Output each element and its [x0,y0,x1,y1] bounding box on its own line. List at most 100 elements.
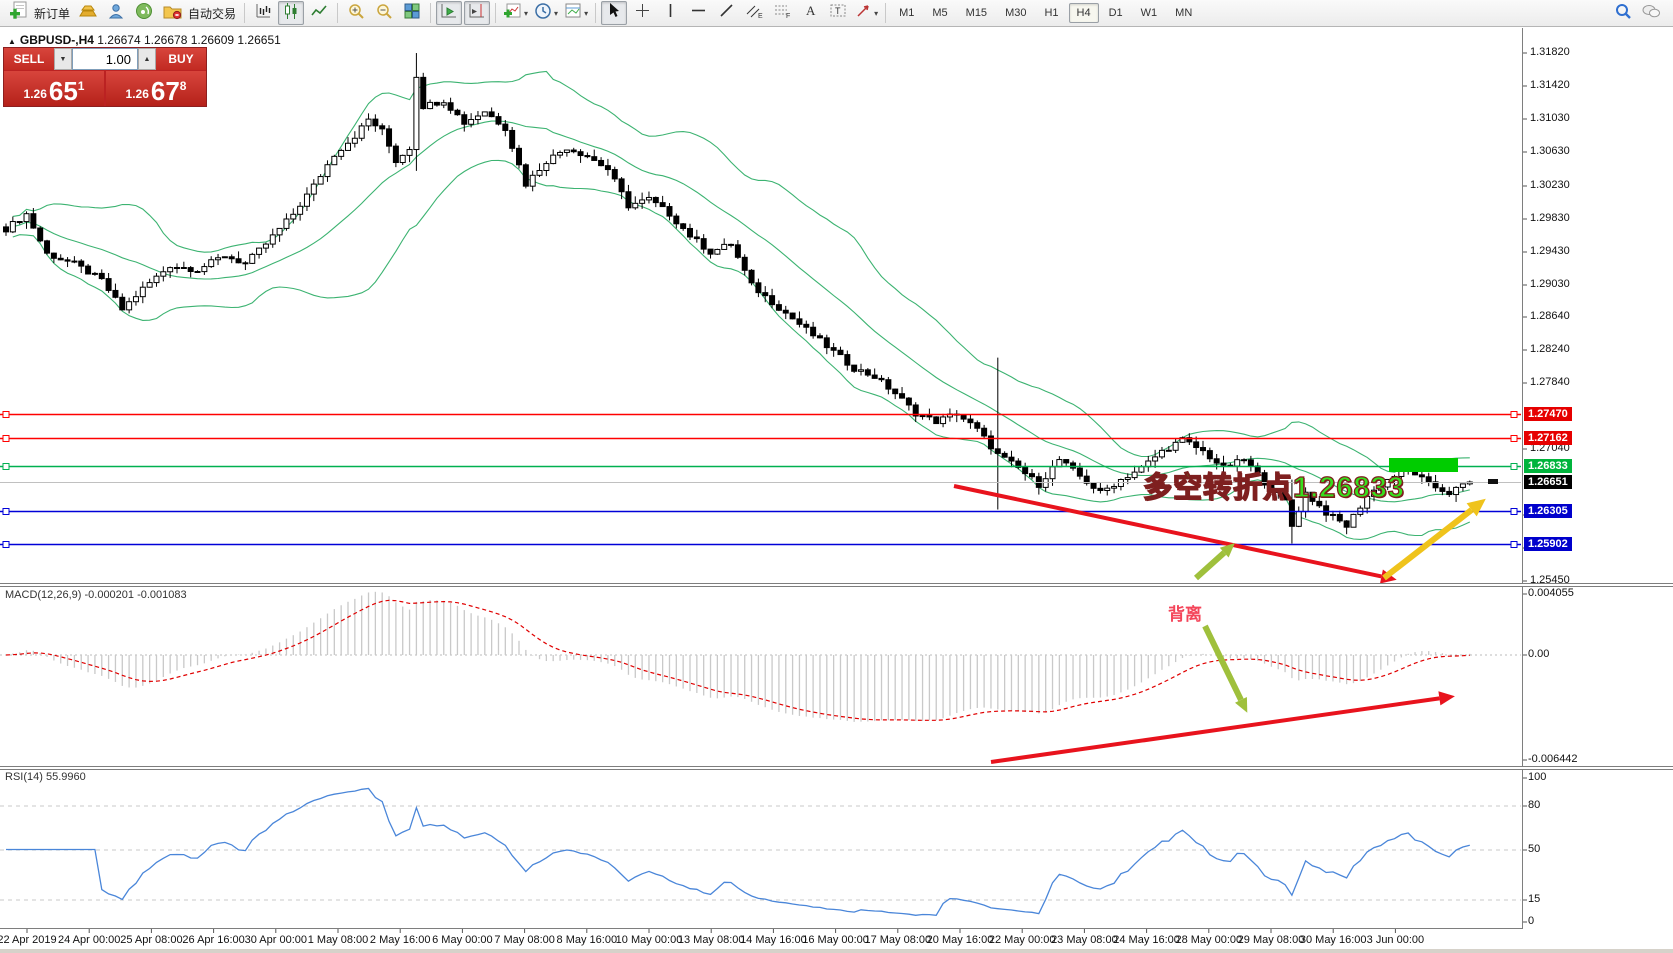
autotrade-button[interactable] [159,1,185,25]
periods-icon [534,2,552,25]
breakout-yellow-arrow-head[interactable] [1466,498,1486,517]
timeframe-h1-button[interactable]: H1 [1044,7,1059,19]
line-handle[interactable] [1510,508,1518,515]
sell-price-display[interactable]: 1.26 65 1 [4,71,104,106]
zoom-in-button[interactable] [343,1,369,25]
candlestick [844,354,851,366]
line-handle[interactable] [2,411,10,418]
timeframe-m5-button[interactable]: M5 [932,7,948,19]
candlestick [1453,486,1460,496]
macd-rsi-separator[interactable] [0,766,1673,770]
templates-button[interactable]: ▾ [562,1,590,25]
divergence-annotation-text[interactable]: 背离 [1168,605,1202,624]
macd-uptrend-arrow[interactable] [990,696,1440,764]
new-order-button[interactable] [5,1,31,25]
buy-button[interactable]: BUY [156,48,206,70]
arrows-icon [855,2,872,24]
timeframe-d1-button[interactable]: D1 [1108,7,1123,19]
macd-uptrend-arrow-head[interactable] [1438,691,1455,706]
buy-price-display[interactable]: 1.26 67 8 [106,71,206,106]
zoom-out-button[interactable] [371,1,397,25]
olive-arrow-macd[interactable] [1202,624,1244,702]
candlestick [892,388,899,395]
breakout-yellow-arrow[interactable] [1382,507,1474,581]
cursor-button[interactable] [601,1,628,25]
chat-button[interactable] [1638,1,1664,25]
line-handle[interactable] [2,508,10,515]
candlestick [885,379,892,390]
date-axis-label: 13 May 08:00 [677,934,745,946]
candlestick [700,238,707,250]
candlestick [687,227,693,238]
date-axis-label: 17 May 08:00 [864,934,932,946]
candlestick [242,262,249,265]
timeframe-m1-button[interactable]: M1 [899,7,915,19]
line-handle[interactable] [1510,411,1518,418]
indicators-button[interactable]: ▾ [501,1,530,25]
price-downtrend-arrow[interactable] [953,484,1382,579]
timeframe-w1-button[interactable]: W1 [1140,7,1158,19]
chart-shift-button[interactable] [464,1,491,25]
pivot-annotation-text[interactable]: 多空转折点1.26833 [1142,471,1405,504]
line-handle[interactable] [1510,463,1518,470]
main-macd-separator[interactable] [0,583,1673,587]
sell-button[interactable]: SELL [4,48,54,70]
line-handle[interactable] [2,463,10,470]
gold-button[interactable] [75,1,101,25]
chart-candles-button[interactable] [278,1,305,25]
chevron-down-icon[interactable]: ▾ [584,8,589,18]
candlestick [905,397,912,406]
volume-input[interactable] [72,48,138,70]
candlestick [132,296,139,303]
sell-price-big: 65 [48,76,78,106]
autotrade-label[interactable]: 自动交易 [188,6,237,21]
date-axis-label: 22 May 00:00 [988,934,1056,946]
chevron-down-icon[interactable]: ▾ [874,8,879,18]
vline-button[interactable] [657,1,683,25]
timeframe-h4-button[interactable]: H4 [1068,3,1099,23]
volume-up-button[interactable]: ▲ [138,48,156,70]
chevron-down-icon[interactable]: ▾ [524,8,529,18]
candlestick [481,111,488,117]
hline-button[interactable] [685,1,711,25]
candlestick [365,118,372,127]
olive-arrow-macd-head[interactable] [1235,697,1248,713]
rsi-axis-label: 0 [1528,915,1535,927]
candlestick [707,248,714,255]
text-button[interactable]: A [797,1,823,25]
tile-windows-button[interactable] [399,1,425,25]
new-order-label[interactable]: 新订单 [34,6,71,21]
candlestick [174,267,180,270]
chart-line-button[interactable] [306,1,332,25]
label-button[interactable]: T [825,1,851,25]
chevron-down-icon[interactable]: ▾ [554,8,559,18]
volume-down-button[interactable]: ▼ [54,48,72,70]
periods-button[interactable]: ▾ [532,1,560,25]
olive-arrow-price-head[interactable] [1219,543,1235,558]
collapse-triangle-icon[interactable]: ▲ [8,37,16,46]
timeframe-m15-button[interactable]: M15 [965,7,988,19]
candlestick [420,76,427,110]
buy-price-big: 67 [150,76,180,106]
timeframe-mn-button[interactable]: MN [1175,7,1193,19]
signal-button[interactable] [131,1,157,25]
fibo-button[interactable]: F [769,1,795,25]
candlestick [1446,490,1453,496]
autoscroll-button[interactable] [436,1,463,25]
candlestick [584,155,591,158]
search-button[interactable] [1610,1,1636,25]
channel-button[interactable]: E [741,1,767,25]
line-handle[interactable] [1510,541,1518,548]
timeframe-m30-button[interactable]: M30 [1005,7,1027,19]
profile-button[interactable] [103,1,129,25]
line-handle[interactable] [2,541,10,548]
chart-bars-button[interactable] [250,1,276,25]
line-handle[interactable] [2,435,10,442]
line-handle[interactable] [1510,435,1518,442]
candlestick [851,364,858,372]
green-highlight-box[interactable] [1389,458,1458,472]
crosshair-button[interactable] [629,1,655,25]
olive-arrow-price[interactable] [1193,550,1227,581]
arrows-button[interactable]: ▾ [853,1,880,25]
trendline-button[interactable] [713,1,739,25]
